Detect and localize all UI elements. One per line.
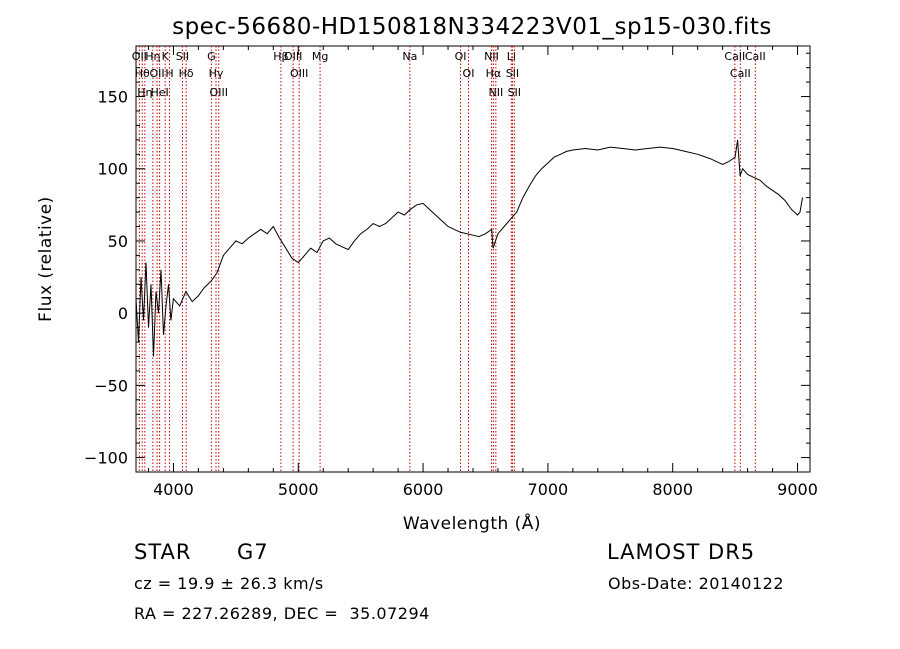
- spectral-line-markers: [138, 46, 756, 472]
- x-axis: 4000 5000 6000 7000 8000 9000: [147, 46, 818, 499]
- spectral-line-label: CaII: [724, 50, 745, 63]
- spectral-line-label: NII: [484, 50, 499, 63]
- x-tick-label: 8000: [652, 480, 693, 499]
- y-tick-label: −50: [94, 376, 128, 395]
- survey-name: LAMOST DR5: [607, 540, 756, 564]
- spectral-line-label: OIII: [210, 86, 228, 99]
- spectral-line-label: Hβ: [273, 50, 288, 63]
- y-axis-label: Flux (relative): [36, 196, 56, 322]
- y-tick-label: 0: [118, 304, 128, 323]
- spectral-line-label: Hθ: [135, 67, 150, 80]
- spectral-line-label: SII: [506, 67, 519, 80]
- spectral-line-label: Hγ: [209, 67, 224, 80]
- y-tick-label: 50: [108, 232, 128, 251]
- y-tick-label: 100: [97, 160, 128, 179]
- spectral-line-label: SII: [176, 50, 189, 63]
- spectral-line-label: NII: [488, 86, 503, 99]
- spectral-line-label: Hα: [486, 67, 502, 80]
- spectral-line-label: Hη: [145, 50, 160, 63]
- spectral-line-labels: OIIHθHηHηOIIHeIKHSIIHδGHγOIIIHβOIIIOIIIM…: [132, 50, 766, 99]
- spectral-line-label: CaII: [745, 50, 766, 63]
- spectral-line-label: H: [165, 67, 173, 80]
- spectrum-line: [135, 139, 803, 357]
- object-class: STAR: [134, 540, 192, 564]
- x-tick-label: 6000: [403, 480, 444, 499]
- spectral-line-label: OIII: [284, 50, 302, 63]
- spectral-line-label: Hη: [137, 86, 152, 99]
- x-tick-label: 4000: [153, 480, 194, 499]
- coordinates: RA = 227.26289, DEC = 35.07294: [134, 604, 430, 623]
- spectral-line-label: OII: [132, 50, 147, 63]
- spectral-line-label: G: [207, 50, 216, 63]
- spectral-line-label: K: [162, 50, 170, 63]
- spectral-line-label: HeI: [150, 86, 168, 99]
- y-tick-label: −100: [84, 449, 128, 468]
- spectral-line-label: OIII: [290, 67, 308, 80]
- y-tick-label: 150: [97, 88, 128, 107]
- x-tick-label: 7000: [528, 480, 569, 499]
- plot-frame: [135, 45, 811, 473]
- spectral-line-label: Na: [402, 50, 417, 63]
- obs-date: Obs-Date: 20140122: [608, 574, 785, 593]
- x-tick-label: 5000: [278, 480, 319, 499]
- spectral-line-label: Li: [507, 50, 516, 63]
- spectral-line-label: OI: [463, 67, 475, 80]
- spectral-line-label: OI: [455, 50, 467, 63]
- x-axis-label: Wavelength (Å): [403, 512, 541, 534]
- chart-title: spec-56680-HD150818N334223V01_sp15-030.f…: [172, 14, 772, 40]
- x-tick-label: 9000: [777, 480, 818, 499]
- y-axis: −100 −50 0 50 100 150: [84, 52, 810, 468]
- spectral-line-label: SII: [508, 86, 521, 99]
- spectral-line-label: OII: [150, 67, 165, 80]
- redshift-text: cz = 19.9 ± 26.3 km/s: [134, 574, 324, 593]
- spectral-line-label: Hδ: [179, 67, 194, 80]
- object-subclass: G7: [237, 540, 269, 564]
- spectral-line-label: CaII: [730, 67, 751, 80]
- spectral-line-label: Mg: [312, 50, 328, 63]
